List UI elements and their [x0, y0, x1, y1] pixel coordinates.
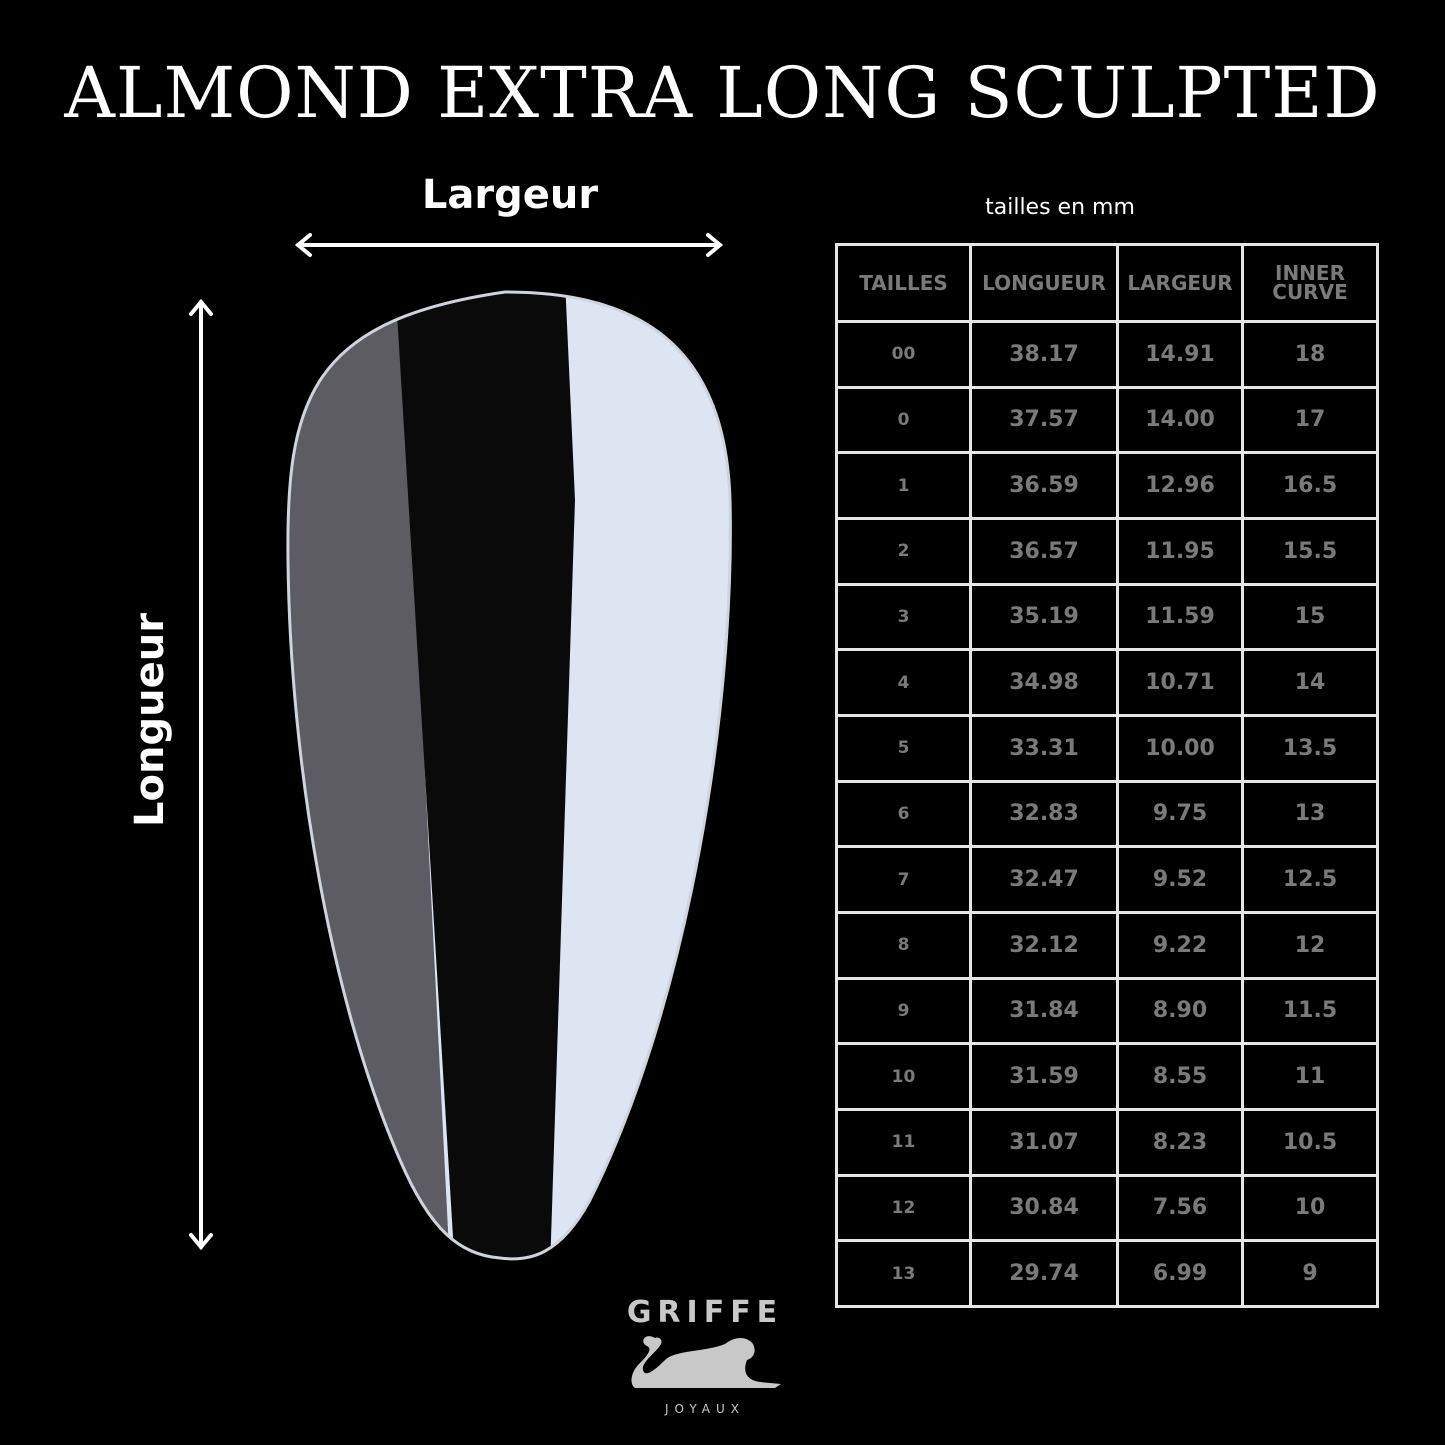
logo-sub: JOYAUX: [665, 1402, 745, 1416]
table-row: 1 36.59 12.96 16.5: [835, 451, 1379, 520]
table-header-row: TAILLES LONGUEUR LARGEUR INNER CURVE: [835, 243, 1379, 323]
nail-shape: [287, 292, 731, 1259]
cell-size: 1: [835, 451, 972, 520]
cell-width: 8.55: [1116, 1042, 1244, 1111]
table-row: 4 34.98 10.71 14: [835, 648, 1379, 717]
table-row: 13 29.74 6.99 9: [835, 1239, 1379, 1308]
cell-width: 6.99: [1116, 1239, 1244, 1308]
cell-width: 10.00: [1116, 713, 1244, 783]
cell-width: 11.95: [1116, 516, 1244, 586]
cell-length: 37.57: [969, 385, 1119, 455]
width-label: Largeur: [421, 172, 599, 218]
cell-width: 10.71: [1116, 648, 1244, 717]
cell-size: 00: [835, 320, 972, 389]
table-row: 7 32.47 9.52 12.5: [835, 845, 1379, 914]
cell-size: 2: [835, 516, 972, 586]
header-width: LARGEUR: [1116, 243, 1244, 323]
size-table: TAILLES LONGUEUR LARGEUR INNER CURVE 00 3…: [835, 243, 1379, 1308]
cell-inner-curve: 12.5: [1241, 845, 1379, 914]
cell-size: 3: [835, 582, 972, 652]
cell-inner-curve: 17: [1241, 385, 1379, 455]
cell-inner-curve: 13: [1241, 779, 1379, 849]
cell-size: 9: [835, 976, 972, 1046]
table-row: 3 35.19 11.59 15: [835, 582, 1379, 652]
cell-length: 32.12: [969, 910, 1119, 980]
cell-width: 7.56: [1116, 1173, 1244, 1243]
cell-size: 7: [835, 845, 972, 914]
cell-inner-curve: 18: [1241, 320, 1379, 389]
width-arrow-icon: [294, 233, 724, 257]
cell-size: 6: [835, 779, 972, 849]
cell-length: 36.57: [969, 516, 1119, 586]
cell-length: 34.98: [969, 648, 1119, 717]
header-length: LONGUEUR: [969, 243, 1119, 323]
cell-width: 12.96: [1116, 451, 1244, 520]
cell-size: 5: [835, 713, 972, 783]
cell-width: 14.00: [1116, 385, 1244, 455]
cell-inner-curve: 11: [1241, 1042, 1379, 1111]
cell-size: 4: [835, 648, 972, 717]
cell-length: 38.17: [969, 320, 1119, 389]
cell-inner-curve: 14: [1241, 648, 1379, 717]
cell-length: 32.83: [969, 779, 1119, 849]
cell-inner-curve: 10: [1241, 1173, 1379, 1243]
table-row: 5 33.31 10.00 13.5: [835, 713, 1379, 783]
cell-inner-curve: 15.5: [1241, 516, 1379, 586]
cell-inner-curve: 16.5: [1241, 451, 1379, 520]
table-row: 00 38.17 14.91 18: [835, 320, 1379, 389]
cell-inner-curve: 12: [1241, 910, 1379, 980]
length-arrow-icon: [189, 298, 213, 1251]
cell-width: 9.52: [1116, 845, 1244, 914]
cell-width: 11.59: [1116, 582, 1244, 652]
table-row: 10 31.59 8.55 11: [835, 1042, 1379, 1111]
cell-width: 9.22: [1116, 910, 1244, 980]
cell-size: 11: [835, 1107, 972, 1177]
logo-brand: GRIFFE: [626, 1295, 784, 1330]
cell-length: 36.59: [969, 451, 1119, 520]
cell-width: 8.90: [1116, 976, 1244, 1046]
table-row: 2 36.57 11.95 15.5: [835, 516, 1379, 586]
cell-length: 33.31: [969, 713, 1119, 783]
page-title: ALMOND EXTRA LONG SCULPTED: [64, 52, 1381, 134]
panther-icon: [631, 1336, 781, 1388]
cell-width: 8.23: [1116, 1107, 1244, 1177]
header-inner-curve: INNER CURVE: [1241, 243, 1379, 323]
cell-length: 29.74: [969, 1239, 1119, 1308]
cell-length: 31.84: [969, 976, 1119, 1046]
cell-size: 10: [835, 1042, 972, 1111]
table-row: 11 31.07 8.23 10.5: [835, 1107, 1379, 1177]
cell-length: 35.19: [969, 582, 1119, 652]
header-sizes: TAILLES: [835, 243, 972, 323]
cell-length: 32.47: [969, 845, 1119, 914]
cell-length: 30.84: [969, 1173, 1119, 1243]
cell-inner-curve: 9: [1241, 1239, 1379, 1308]
cell-inner-curve: 15: [1241, 582, 1379, 652]
cell-length: 31.07: [969, 1107, 1119, 1177]
cell-inner-curve: 11.5: [1241, 976, 1379, 1046]
table-row: 9 31.84 8.90 11.5: [835, 976, 1379, 1046]
cell-width: 9.75: [1116, 779, 1244, 849]
cell-inner-curve: 13.5: [1241, 713, 1379, 783]
table-row: 6 32.83 9.75 13: [835, 779, 1379, 849]
table-row: 0 37.57 14.00 17: [835, 385, 1379, 455]
brand-logo: GRIFFE JOYAUX: [610, 1295, 800, 1416]
cell-size: 0: [835, 385, 972, 455]
cell-size: 8: [835, 910, 972, 980]
table-row: 12 30.84 7.56 10: [835, 1173, 1379, 1243]
cell-width: 14.91: [1116, 320, 1244, 389]
cell-size: 13: [835, 1239, 972, 1308]
cell-inner-curve: 10.5: [1241, 1107, 1379, 1177]
table-row: 8 32.12 9.22 12: [835, 910, 1379, 980]
cell-length: 31.59: [969, 1042, 1119, 1111]
unit-note: tailles en mm: [985, 195, 1135, 220]
cell-size: 12: [835, 1173, 972, 1243]
